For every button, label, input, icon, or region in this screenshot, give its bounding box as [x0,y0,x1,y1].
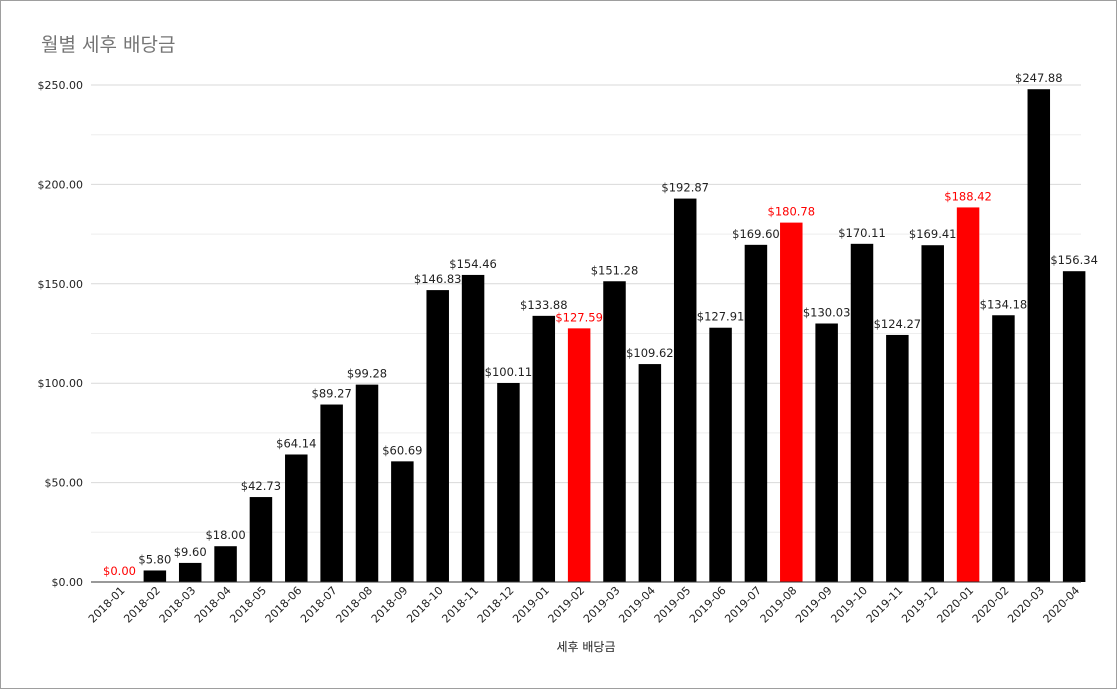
data-label-2018-07: $89.27 [312,387,352,401]
x-tick-label: 2019-02 [546,584,588,626]
data-label-2020-03: $247.88 [1015,71,1063,85]
y-tick-label: $0.00 [52,576,84,589]
bar-2018-07 [320,404,343,582]
x-axis-title: 세후 배당금 [556,640,615,654]
x-tick-label: 2018-04 [192,584,234,626]
bar-2019-12 [921,245,944,582]
bar-2018-04 [214,546,237,582]
y-axis-ticks: $0.00 $50.00 $100.00 $150.00 $200.00 $250.00 [38,79,84,589]
x-tick-label: 2018-06 [263,584,305,626]
x-tick-label: 2019-10 [828,584,870,626]
bar-2018-05 [249,497,273,582]
bar-2019-06 [709,327,732,582]
bar-2020-04 [1062,271,1086,582]
data-labels: $0.00$5.80$9.60 $18.00 $42.73 $64.14 $89.27 $… [103,71,1098,578]
bar-2018-09 [391,461,414,582]
x-tick-label: 2020-03 [1005,584,1047,626]
data-label-2018-03: $9.60 [174,545,207,559]
x-tick-label: 2019-12 [899,584,941,626]
bar-2020-03 [1027,89,1051,582]
bar-2018-08 [355,384,379,582]
bar-2019-04 [638,364,662,582]
data-label-2019-07: $169.60 [732,227,780,241]
data-label-2018-11: $154.46 [449,257,497,271]
bar-2019-05 [673,198,697,582]
x-tick-label: 2019-07 [722,584,764,626]
data-label-2019-01: $133.88 [520,298,568,312]
bar-2019-11 [886,334,909,582]
x-tick-label: 2019-08 [758,584,800,626]
data-label-2018-05: $42.73 [241,479,281,493]
bar-2020-01 [956,207,980,583]
data-label-2018-12: $100.11 [485,365,533,379]
x-tick-label: 2019-03 [581,584,623,626]
x-tick-label: 2019-01 [510,584,552,626]
data-label-2019-02: $127.59 [555,310,603,324]
data-label-2018-10: $146.83 [414,272,462,286]
bar-2019-01 [532,315,556,582]
bar-2019-09 [815,323,838,582]
bar-2018-12 [497,382,520,582]
x-tick-label: 2019-05 [652,584,694,626]
data-label-2020-04: $156.34 [1050,253,1098,267]
data-label-2019-10: $170.11 [838,226,886,240]
x-tick-label: 2018-02 [121,584,163,626]
x-tick-label: 2019-09 [793,584,835,626]
data-label-2019-04: $109.62 [626,346,674,360]
bar-2020-02 [992,315,1015,582]
bars [143,89,1086,583]
data-label-2019-12: $169.41 [909,227,957,241]
x-tick-label: 2018-10 [404,584,446,626]
x-tick-label: 2018-11 [439,584,481,626]
x-tick-label: 2018-07 [298,584,340,626]
x-tick-label: 2018-01 [86,584,128,626]
bar-2019-03 [603,281,626,582]
data-label-2018-04: $18.00 [205,528,245,542]
data-label-2019-09: $130.03 [803,306,851,320]
bar-2018-06 [285,454,308,582]
bar-2019-08 [780,222,803,582]
bar-2018-10 [426,290,449,582]
data-label-2018-01: $0.00 [103,564,136,578]
bar-2018-03 [178,562,202,582]
x-axis-ticks: 2018-012018-022018-032018-042018-052018-… [86,584,1082,626]
data-label-2018-08: $99.28 [347,367,387,381]
chart-title: 월별 세후 배당금 [41,34,175,56]
x-tick-label: 2020-04 [1041,584,1083,626]
data-label-2019-11: $124.27 [874,317,922,331]
x-tick-label: 2019-06 [687,584,729,626]
x-tick-label: 2018-03 [157,584,199,626]
x-tick-label: 2020-02 [970,584,1012,626]
data-label-2018-09: $60.69 [382,443,422,457]
y-tick-label: $50.00 [45,477,84,490]
bar-2018-02 [143,570,167,582]
bar-2019-10 [850,243,874,582]
x-tick-label: 2018-12 [475,584,517,626]
y-tick-label: $150.00 [38,278,84,291]
data-label-2020-01: $188.42 [944,189,992,203]
x-tick-label: 2019-11 [864,584,906,626]
y-tick-label: $100.00 [38,377,84,390]
bar-2018-11 [461,274,485,582]
data-label-2019-05: $192.87 [661,181,709,195]
x-tick-label: 2019-04 [616,584,658,626]
data-label-2018-06: $64.14 [276,436,316,450]
data-label-2019-08: $180.78 [768,205,816,219]
data-label-2018-02: $5.80 [138,552,171,566]
y-tick-label: $200.00 [38,178,84,191]
data-label-2019-03: $151.28 [591,263,639,277]
data-label-2019-06: $127.91 [697,310,745,324]
x-tick-label: 2018-08 [333,584,375,626]
x-tick-label: 2018-05 [227,584,269,626]
y-tick-label: $250.00 [38,79,84,92]
bar-2019-02 [567,328,591,582]
data-label-2020-02: $134.18 [980,297,1028,311]
bar-2019-07 [744,244,768,582]
x-tick-label: 2020-01 [934,584,976,626]
x-tick-label: 2018-09 [369,584,411,626]
